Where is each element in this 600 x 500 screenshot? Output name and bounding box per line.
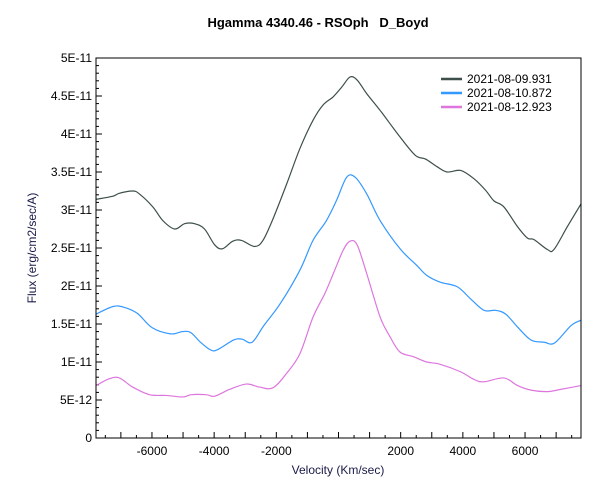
series-lines xyxy=(95,76,582,398)
x-tick-label: -6000 xyxy=(137,444,168,458)
y-tick-label: 1.5E-11 xyxy=(51,317,92,331)
y-axis-label: Flux (erg/cm2/sec/A) xyxy=(25,193,39,304)
legend-entry: 2021-08-10.872 xyxy=(467,86,552,100)
y-tick-label: 3.5E-11 xyxy=(51,165,92,179)
x-tick-label: 2000 xyxy=(387,444,414,458)
x-tick-label: 4000 xyxy=(450,444,477,458)
axis-ticks: -6000 -4000 -2000 2000 4000 6000 0 5E-12 1E-11 1.… xyxy=(51,51,573,458)
y-tick-label: 0 xyxy=(85,431,92,445)
legend: 2021-08-09.9312021-08-10.8722021-08-12.9… xyxy=(441,72,552,114)
y-tick-label: 1E-11 xyxy=(61,355,92,369)
x-tick-label: 6000 xyxy=(512,444,539,458)
legend-entry: 2021-08-12.923 xyxy=(467,100,552,114)
legend-entry: 2021-08-09.931 xyxy=(467,72,552,86)
series-line-1 xyxy=(95,76,582,253)
y-tick-label: 3E-11 xyxy=(61,203,92,217)
series-line-3 xyxy=(95,239,582,398)
y-tick-label: 5E-12 xyxy=(60,393,92,407)
plot-frame xyxy=(95,57,582,439)
y-tick-label: 2.5E-11 xyxy=(51,241,92,255)
y-tick-label: 4E-11 xyxy=(61,127,92,141)
series-line-2 xyxy=(95,174,582,352)
y-tick-label: 5E-11 xyxy=(61,51,92,65)
x-tick-label: -2000 xyxy=(261,444,292,458)
x-tick-label: -4000 xyxy=(199,444,230,458)
y-tick-label: 4.5E-11 xyxy=(51,89,92,103)
y-tick-label: 2E-11 xyxy=(61,279,92,293)
x-axis-label: Velocity (Km/sec) xyxy=(292,463,385,477)
chart-title: Hgamma 4340.46 - RSOph D_Boyd xyxy=(207,15,428,30)
